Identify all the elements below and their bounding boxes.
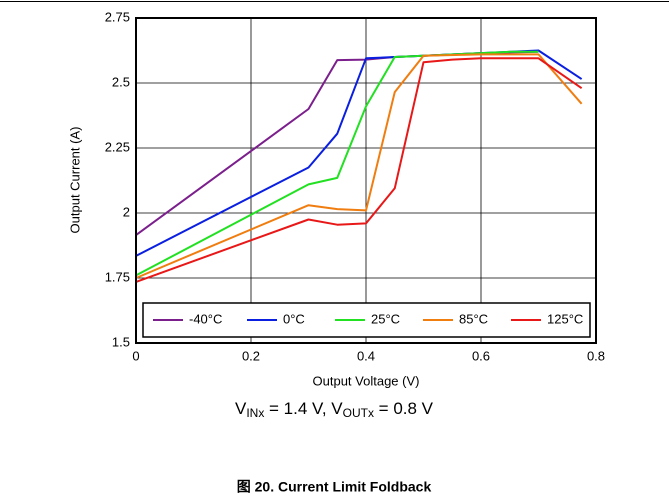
- x-tick-label: 0: [132, 348, 139, 363]
- y-tick-label: 2.5: [112, 74, 130, 89]
- y-tick-label: 2.75: [105, 9, 130, 24]
- x-axis-label: Output Voltage (V): [313, 373, 420, 388]
- legend-label: 125°C: [547, 311, 583, 326]
- y-tick-label: 2.25: [105, 139, 130, 154]
- plot-frame: [135, 17, 597, 344]
- series-line: [135, 53, 583, 279]
- y-axis-label: Output Current (A): [67, 127, 82, 234]
- caption: 图 20. Current Limit Foldback: [237, 479, 432, 495]
- annotation: VINx = 1.4 V, VOUTx = 0.8 V: [235, 399, 434, 420]
- legend-label: 25°C: [371, 311, 400, 326]
- x-tick-label: 0.6: [472, 348, 490, 363]
- annotation-part: = 1.4 V, V: [264, 399, 343, 418]
- legend-label: 0°C: [283, 311, 305, 326]
- annotation-part: V: [235, 399, 247, 418]
- series-line: [135, 50, 539, 236]
- y-tick-label: 1.5: [112, 334, 130, 349]
- x-tick-label: 0.4: [357, 348, 375, 363]
- legend-label: 85°C: [459, 311, 488, 326]
- annotation-part: INx: [246, 406, 264, 420]
- x-tick-label: 0.8: [587, 348, 605, 363]
- series-line: [135, 49, 583, 257]
- legend-label: -40°C: [189, 311, 222, 326]
- x-tick-label: 0.2: [242, 348, 260, 363]
- annotation-part: OUTx: [343, 406, 374, 420]
- series-line: [135, 50, 539, 277]
- annotation-part: = 0.8 V: [374, 399, 434, 418]
- series-line: [135, 57, 583, 283]
- y-tick-label: 2: [123, 204, 130, 219]
- y-tick-label: 1.75: [105, 269, 130, 284]
